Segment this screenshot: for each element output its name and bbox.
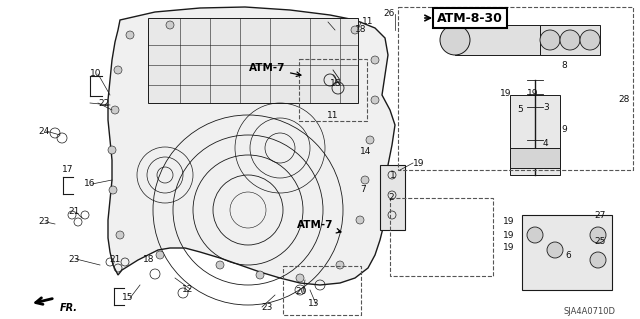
- Text: 25: 25: [594, 236, 605, 246]
- Bar: [522, 215, 612, 290]
- Text: ATM-7: ATM-7: [296, 220, 341, 233]
- Circle shape: [256, 271, 264, 279]
- Text: 19: 19: [503, 243, 515, 253]
- Text: 19: 19: [527, 90, 538, 99]
- Circle shape: [590, 227, 606, 243]
- Circle shape: [580, 30, 600, 50]
- Circle shape: [166, 21, 174, 29]
- Text: 6: 6: [565, 251, 571, 261]
- Circle shape: [216, 261, 224, 269]
- Text: 5: 5: [517, 105, 523, 114]
- Circle shape: [440, 25, 470, 55]
- Text: 28: 28: [618, 95, 629, 105]
- Bar: [380, 165, 405, 230]
- Text: 2: 2: [388, 194, 394, 203]
- Circle shape: [336, 261, 344, 269]
- Circle shape: [366, 136, 374, 144]
- Text: 18: 18: [330, 79, 342, 88]
- Circle shape: [109, 186, 117, 194]
- Circle shape: [547, 242, 563, 258]
- Text: 23: 23: [38, 218, 49, 226]
- Bar: [299, 59, 367, 121]
- Circle shape: [371, 96, 379, 104]
- Text: 4: 4: [543, 138, 548, 147]
- Text: FR.: FR.: [60, 303, 78, 313]
- Circle shape: [351, 26, 359, 34]
- Circle shape: [296, 274, 304, 282]
- Text: 27: 27: [594, 211, 605, 220]
- Text: SJA4A0710D: SJA4A0710D: [564, 307, 616, 315]
- Bar: [455, 25, 540, 55]
- Circle shape: [361, 176, 369, 184]
- Circle shape: [560, 30, 580, 50]
- Bar: [510, 95, 560, 175]
- Circle shape: [371, 56, 379, 64]
- Text: 17: 17: [62, 165, 74, 174]
- Text: 14: 14: [360, 147, 371, 157]
- Text: 19: 19: [500, 90, 511, 99]
- Bar: [540, 25, 600, 55]
- Bar: [510, 148, 560, 168]
- Text: 7: 7: [360, 186, 365, 195]
- Text: 15: 15: [122, 293, 134, 302]
- Bar: [283, 266, 361, 315]
- Text: 10: 10: [90, 70, 102, 78]
- Text: 19: 19: [503, 217, 515, 226]
- Text: 24: 24: [38, 127, 49, 136]
- Text: 18: 18: [355, 26, 367, 34]
- Text: 19: 19: [503, 231, 515, 240]
- Text: 20: 20: [295, 287, 307, 296]
- Text: 23: 23: [68, 255, 79, 263]
- Bar: [148, 18, 358, 103]
- Circle shape: [540, 30, 560, 50]
- Text: 19: 19: [413, 159, 424, 167]
- Text: 13: 13: [308, 300, 319, 308]
- Text: 21: 21: [68, 207, 79, 217]
- Text: ATM-8-30: ATM-8-30: [437, 11, 503, 25]
- Circle shape: [111, 106, 119, 114]
- Circle shape: [116, 231, 124, 239]
- Circle shape: [108, 146, 116, 154]
- Text: 8: 8: [561, 61, 567, 70]
- Text: 1: 1: [390, 170, 396, 180]
- Text: 18: 18: [143, 255, 154, 263]
- Text: 11: 11: [327, 112, 339, 121]
- Text: 3: 3: [543, 103, 548, 113]
- Text: 16: 16: [84, 180, 95, 189]
- Bar: [390, 198, 493, 276]
- Text: ATM-7: ATM-7: [248, 63, 301, 77]
- Polygon shape: [108, 7, 395, 285]
- Text: 23: 23: [261, 302, 273, 311]
- Circle shape: [114, 66, 122, 74]
- Text: 26: 26: [383, 10, 394, 19]
- Text: 9: 9: [561, 125, 567, 135]
- Bar: [398, 7, 633, 170]
- Circle shape: [156, 251, 164, 259]
- Circle shape: [126, 31, 134, 39]
- Text: 12: 12: [182, 285, 193, 293]
- Circle shape: [356, 216, 364, 224]
- Text: 11: 11: [362, 18, 374, 26]
- Circle shape: [527, 227, 543, 243]
- Circle shape: [590, 252, 606, 268]
- Text: 22: 22: [98, 99, 109, 108]
- Text: 21: 21: [109, 255, 120, 263]
